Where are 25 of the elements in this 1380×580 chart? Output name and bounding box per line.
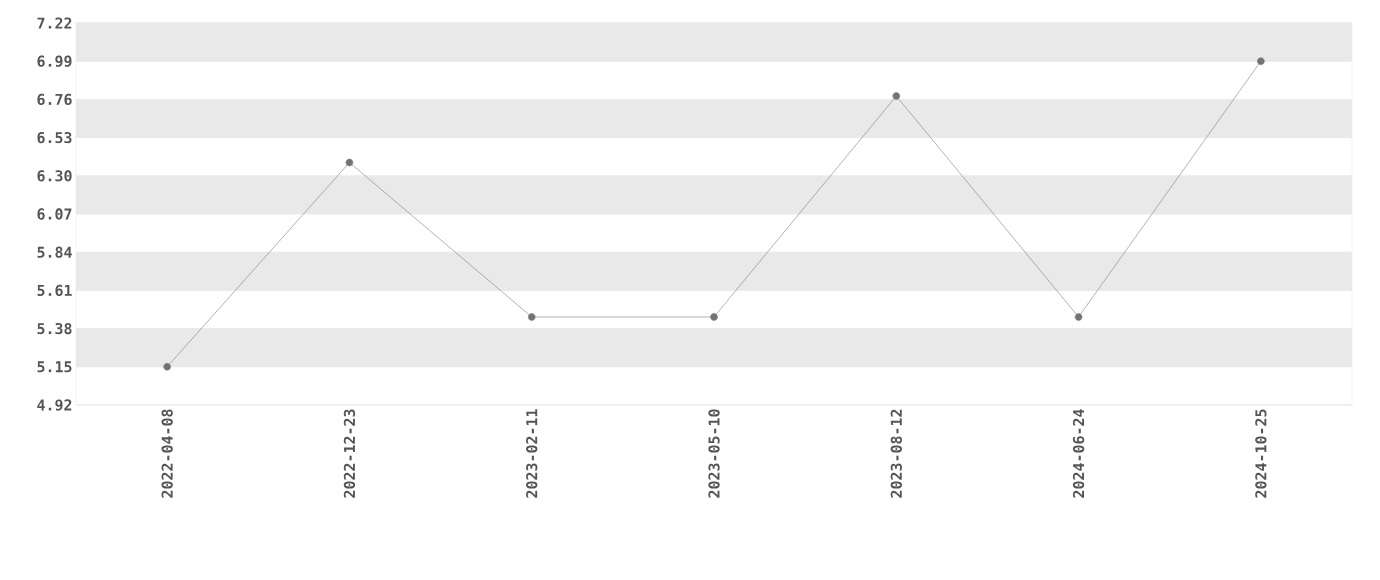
point [1257,57,1265,65]
point [892,92,901,100]
x-tick-label: 2023-05-10 [708,409,720,498]
point [163,362,171,371]
x-tick-label: 2023-02-11 [526,409,538,498]
x-tick-label: 2022-04-08 [161,409,173,498]
point [710,313,718,321]
y-tick-label: 6.53 [37,131,72,144]
y-tick-label: 5.15 [37,361,72,373]
y-tick-label: 5.38 [37,322,72,335]
x-tick-label: 2022-12-23 [343,409,356,498]
y-tick-label: 6.30 [37,170,72,182]
x-tick-label: 2024-10-25 [1255,409,1267,498]
y-tick-label: 5.61 [37,284,72,297]
point [1074,313,1083,321]
y-tick-label: 4.92 [37,399,72,411]
point [345,158,354,167]
y-tick-label: 6.99 [37,55,72,67]
x-tick-label: 2024-06-24 [1072,409,1085,498]
y-tick-label: 5.84 [37,246,72,258]
y-tick-label: 6.76 [37,93,72,106]
point [527,313,536,321]
x-tick-label: 2023-08-12 [890,409,902,498]
y-tick-label: 6.07 [37,208,72,220]
y-tick-label: 7.22 [37,17,72,29]
